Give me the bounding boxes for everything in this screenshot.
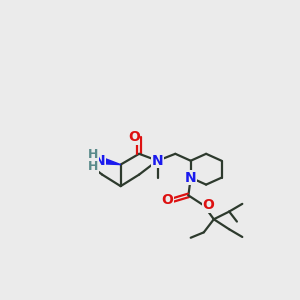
Text: H: H [88,148,98,161]
Text: O: O [128,130,140,144]
Text: N: N [185,171,197,185]
Polygon shape [101,158,121,165]
Text: O: O [202,198,214,212]
Text: O: O [162,193,173,207]
Text: N: N [152,154,164,168]
Text: N: N [94,154,106,168]
Text: H: H [88,160,98,173]
